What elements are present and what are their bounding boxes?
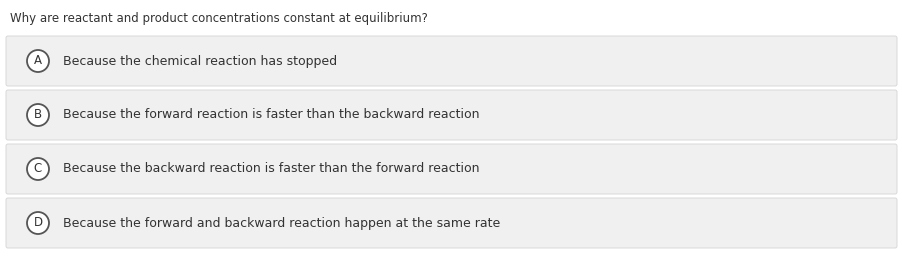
Circle shape — [27, 158, 49, 180]
FancyBboxPatch shape — [6, 90, 896, 140]
Text: Because the forward reaction is faster than the backward reaction: Because the forward reaction is faster t… — [63, 109, 479, 122]
Text: C: C — [34, 163, 42, 175]
Circle shape — [27, 50, 49, 72]
Circle shape — [27, 104, 49, 126]
Circle shape — [27, 212, 49, 234]
Text: A: A — [34, 54, 42, 68]
FancyBboxPatch shape — [6, 198, 896, 248]
FancyBboxPatch shape — [6, 36, 896, 86]
FancyBboxPatch shape — [6, 144, 896, 194]
Text: D: D — [33, 216, 42, 230]
Text: Why are reactant and product concentrations constant at equilibrium?: Why are reactant and product concentrati… — [10, 12, 428, 25]
Text: Because the forward and backward reaction happen at the same rate: Because the forward and backward reactio… — [63, 216, 500, 230]
Text: Because the chemical reaction has stopped: Because the chemical reaction has stoppe… — [63, 54, 336, 68]
Text: Because the backward reaction is faster than the forward reaction: Because the backward reaction is faster … — [63, 163, 479, 175]
Text: B: B — [34, 109, 42, 122]
